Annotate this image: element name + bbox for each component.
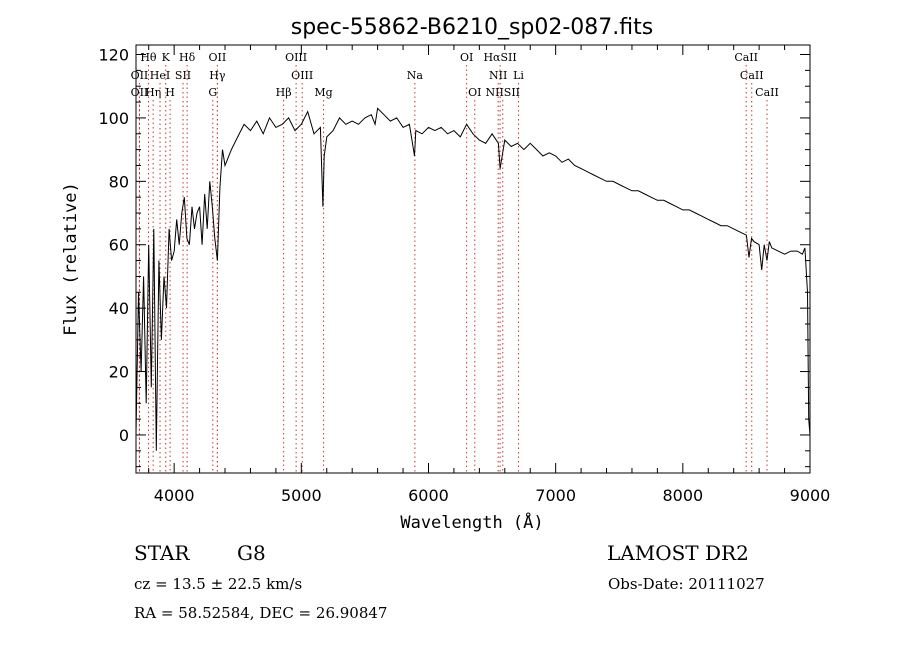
spectral-line-label: OIII (285, 51, 307, 64)
y-tick-label: 0 (119, 426, 129, 445)
y-axis: 0 20 40 60 80 100 120 (98, 46, 810, 468)
x-tick-label: 5000 (281, 486, 322, 505)
spectral-line-label: HeI (150, 69, 170, 82)
observation-date: Obs-Date: 20111027 (608, 575, 765, 593)
spectral-line-label: Na (407, 69, 424, 82)
x-tick-label: 8000 (662, 486, 703, 505)
spectrum-series-line (135, 107, 811, 451)
spectral-line-label: CaII (734, 51, 758, 64)
spectral-line-label: Hβ (276, 86, 292, 99)
spectral-line-label: NII (489, 69, 507, 82)
object-subclass: G8 (237, 541, 266, 565)
spectral-line-label: NIISII (485, 86, 520, 99)
y-tick-label: 100 (98, 109, 129, 128)
spectral-line-label: OI (460, 51, 473, 64)
spectral-line-label: OI (468, 86, 481, 99)
redshift-velocity: cz = 13.5 ± 22.5 km/s (134, 575, 303, 593)
plot-frame (135, 44, 811, 474)
y-tick-label: 20 (109, 363, 129, 382)
spectral-line-label: H (165, 86, 175, 99)
y-axis-label: Flux (relative) (61, 182, 81, 336)
survey-name: LAMOST DR2 (607, 541, 749, 565)
spectral-line-label: OII (209, 51, 227, 64)
spectral-line-label: Mg (314, 86, 332, 99)
chart-title: spec-55862-B6210_sp02-087.fits (291, 15, 654, 40)
y-tick-label: 80 (109, 172, 129, 191)
spectral-line-label: SII (175, 69, 191, 82)
spectrum-chart: spec-55862-B6210_sp02-087.fits Hθ K Hδ OII O… (61, 15, 831, 533)
y-tick-label: 60 (109, 236, 129, 255)
object-class: STAR (134, 541, 190, 565)
spectral-line-label: HαSII (483, 51, 516, 64)
spectral-line-label: Li (513, 69, 524, 82)
y-tick-label: 120 (98, 46, 129, 65)
coordinates: RA = 58.52584, DEC = 26.90847 (134, 604, 388, 622)
spectral-line-label: Hη (145, 86, 161, 99)
x-tick-label: 4000 (154, 486, 195, 505)
x-axis-label: Wavelength (Å) (400, 511, 543, 533)
spectral-line-label: OII (131, 69, 149, 82)
spectral-line-label: K (162, 51, 171, 64)
spectral-line-label: Hγ (209, 69, 226, 82)
x-axis: 4000 5000 6000 7000 8000 9000 (148, 45, 831, 505)
x-tick-label: 6000 (408, 486, 449, 505)
spectral-line-label: OII (131, 86, 149, 99)
spectral-line-label: CaII (740, 69, 764, 82)
spectral-line-label: Hδ (179, 51, 196, 64)
spectral-line-label: Hθ (140, 51, 157, 64)
y-tick-label: 40 (109, 299, 129, 318)
x-tick-label: 7000 (535, 486, 576, 505)
spectral-line-label: CaII (755, 86, 779, 99)
x-tick-label: 9000 (790, 486, 831, 505)
spectral-line-label: G (208, 86, 217, 99)
spectral-line-label: OIII (291, 69, 313, 82)
